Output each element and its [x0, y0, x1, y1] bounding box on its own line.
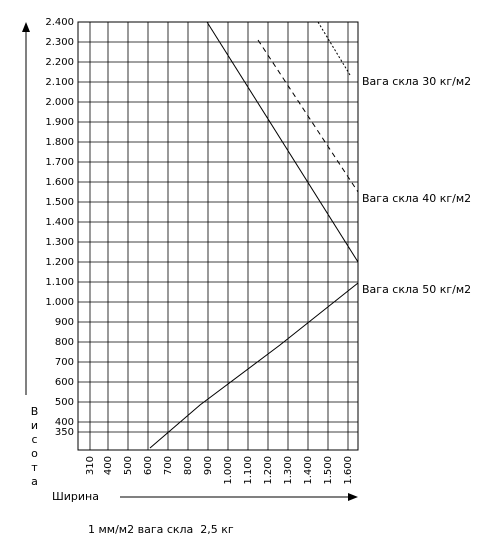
x-tick-label: 1.000: [223, 456, 234, 485]
series-line: [149, 282, 359, 449]
y-tick-label: 2.300: [45, 37, 74, 48]
series-line: [206, 21, 359, 263]
x-arrow-head: [348, 493, 358, 501]
y-tick-label: 500: [55, 397, 74, 408]
y-tick-label: 1.500: [45, 197, 74, 208]
x-tick-label: 1.500: [323, 456, 334, 485]
x-tick-label: 800: [183, 456, 194, 475]
y-tick-label: 400: [55, 417, 74, 428]
y-tick-label: 800: [55, 337, 74, 348]
y-tick-label: 1.000: [45, 297, 74, 308]
x-tick-label: 310: [85, 456, 96, 475]
series-label: Вага скла 50 кг/м2: [362, 283, 471, 296]
y-tick-label: 1.700: [45, 157, 74, 168]
y-tick-label: 1.200: [45, 257, 74, 268]
y-tick-label: 1.300: [45, 237, 74, 248]
y-arrow-head: [22, 22, 30, 32]
series-label: Вага скла 30 кг/м2: [362, 75, 471, 88]
series-line: [317, 21, 351, 76]
x-tick-label: 400: [103, 456, 114, 475]
y-tick-label: 2.100: [45, 77, 74, 88]
x-tick-label: 1.200: [263, 456, 274, 485]
y-tick-label: 1.800: [45, 137, 74, 148]
x-tick-label: 1.400: [303, 456, 314, 485]
series-label: Вага скла 40 кг/м2: [362, 192, 471, 205]
y-tick-label: 900: [55, 317, 74, 328]
x-tick-label: 1.100: [243, 456, 254, 485]
y-tick-label: 350: [55, 427, 74, 438]
note: 1 мм/м2 вага скла 2,5 кг: [88, 523, 234, 536]
y-tick-label: 600: [55, 377, 74, 388]
y-tick-label: 1.100: [45, 277, 74, 288]
y-tick-label: 1.600: [45, 177, 74, 188]
x-tick-label: 1.300: [283, 456, 294, 485]
y-tick-label: 2.200: [45, 57, 74, 68]
series-line: [257, 39, 359, 193]
y-tick-label: 1.400: [45, 217, 74, 228]
x-tick-label: 1.600: [343, 456, 354, 485]
x-tick-label: 500: [123, 456, 134, 475]
y-tick-label: 2.000: [45, 97, 74, 108]
x-tick-label: 700: [163, 456, 174, 475]
plot-border: [77, 21, 359, 451]
x-tick-label: 900: [203, 456, 214, 475]
x-axis-label: Ширина: [52, 490, 99, 503]
x-tick-label: 600: [143, 456, 154, 475]
y-axis-label: Висота: [28, 405, 41, 489]
y-tick-label: 1.900: [45, 117, 74, 128]
y-tick-label: 2.400: [45, 17, 74, 28]
y-tick-label: 700: [55, 357, 74, 368]
